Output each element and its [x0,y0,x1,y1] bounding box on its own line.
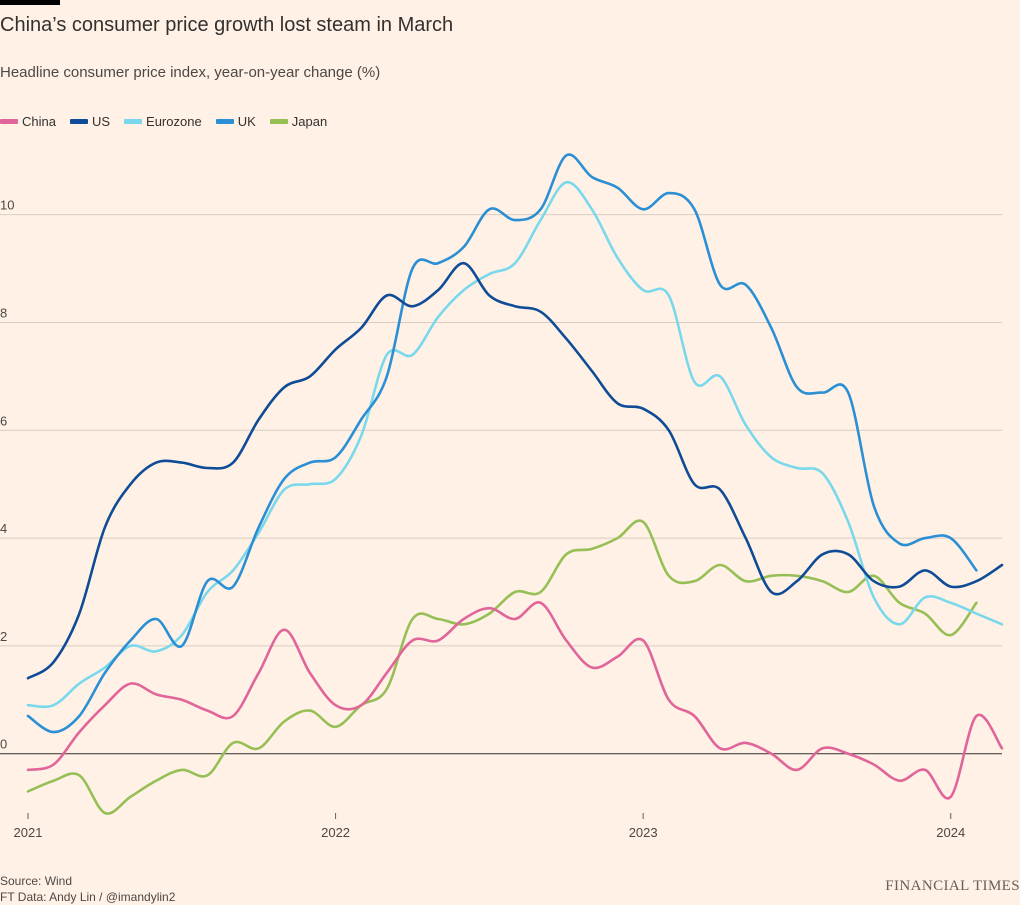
legend-label-us: US [91,114,111,129]
legend-item-japan: Japan [269,114,328,129]
y-tick-label-0: 0 [0,737,7,752]
x-tick-label-2022: 2022 [321,825,350,840]
legend-item-uk: UK [215,114,256,129]
top-accent-bar [0,0,60,5]
source-note: Source: Wind FT Data: Andy Lin / @imandy… [0,873,175,905]
series-line-china [26,601,1004,800]
x-tick-label-2021: 2021 [14,825,43,840]
legend: China US Eurozone UK Japan [0,114,327,129]
legend-item-eurozone: Eurozone [124,114,202,129]
y-tick-label-6: 6 [0,413,7,428]
legend-label-japan: Japan [291,114,328,129]
y-tick-label-2: 2 [0,629,7,644]
y-tick-label-8: 8 [0,305,7,320]
credit-text: FT Data: Andy Lin / @imandylin2 [0,890,176,904]
x-tick-label-2023: 2023 [629,825,658,840]
legend-item-us: US [69,114,111,129]
chart-title: China’s consumer price growth lost steam… [0,14,454,36]
ft-logo: FINANCIAL TIMES [885,878,1020,894]
series-line-japan [26,519,978,815]
source-text: Source: Wind [0,874,73,888]
legend-swatch-us [69,119,88,124]
y-tick-label-4: 4 [0,521,7,536]
series-line-us [26,261,1004,680]
legend-swatch-china [0,119,18,124]
y-tick-label-10: 10 [0,198,14,213]
legend-item-china: China [0,114,56,129]
legend-swatch-japan [269,119,288,124]
x-tick-label-2024: 2024 [936,825,965,840]
legend-swatch-eurozone [124,119,143,124]
legend-label-uk: UK [237,114,256,129]
legend-swatch-uk [215,119,234,124]
chart-subtitle: Headline consumer price index, year-on-y… [0,64,381,81]
legend-label-eurozone: Eurozone [146,114,202,129]
series-line-eurozone [26,180,1004,709]
legend-label-china: China [22,114,56,129]
series-line-uk [26,153,978,734]
